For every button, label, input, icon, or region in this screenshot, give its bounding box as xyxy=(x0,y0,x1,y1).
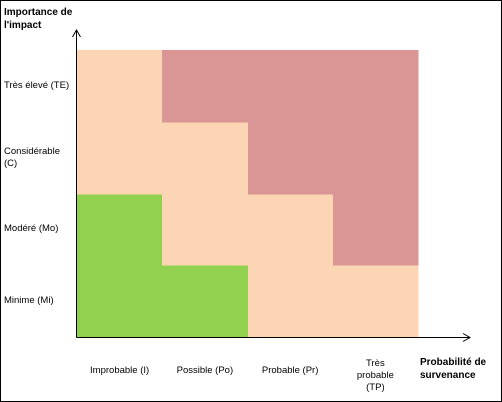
cell-high-r3-c1 xyxy=(162,50,249,123)
y-axis-arrowhead xyxy=(72,28,81,38)
y-tick-label: Très élevé (TE) xyxy=(4,79,70,91)
cell-medium-r1-c1 xyxy=(162,194,249,266)
cell-high-r3-c3 xyxy=(333,50,419,123)
cell-low-r0-c0 xyxy=(77,265,163,338)
x-axis-arrowhead xyxy=(462,333,472,342)
cell-high-r1-c3 xyxy=(333,194,419,266)
x-tick-label: Probable (Pr) xyxy=(261,365,319,376)
x-axis-title: Probabilité de survenance xyxy=(420,357,487,381)
cell-high-r3-c2 xyxy=(248,50,334,123)
y-tick-label: Modéré (Mo) xyxy=(4,223,59,235)
y-tick-label: Minime (Mi) xyxy=(4,295,54,307)
cell-medium-r0-c2 xyxy=(248,265,334,338)
cell-high-r2-c2 xyxy=(248,122,334,195)
cell-medium-r0-c3 xyxy=(333,265,419,338)
cell-medium-r2-c1 xyxy=(162,122,249,195)
cell-low-r1-c0 xyxy=(77,194,163,266)
cell-medium-r3-c0 xyxy=(77,50,163,123)
y-tick-label: Considérable (C) xyxy=(4,145,60,169)
cell-medium-r1-c2 xyxy=(248,194,334,266)
x-tick-label: Possible (Po) xyxy=(176,365,234,376)
cell-low-r0-c1 xyxy=(162,265,249,338)
cell-medium-r2-c0 xyxy=(77,122,163,195)
y-axis-title: Importance de l'impact xyxy=(4,7,73,31)
x-tick-label: Très probable (TP) xyxy=(356,358,394,393)
x-tick-label: Improbable (I) xyxy=(90,365,150,376)
cell-high-r2-c3 xyxy=(333,122,419,195)
